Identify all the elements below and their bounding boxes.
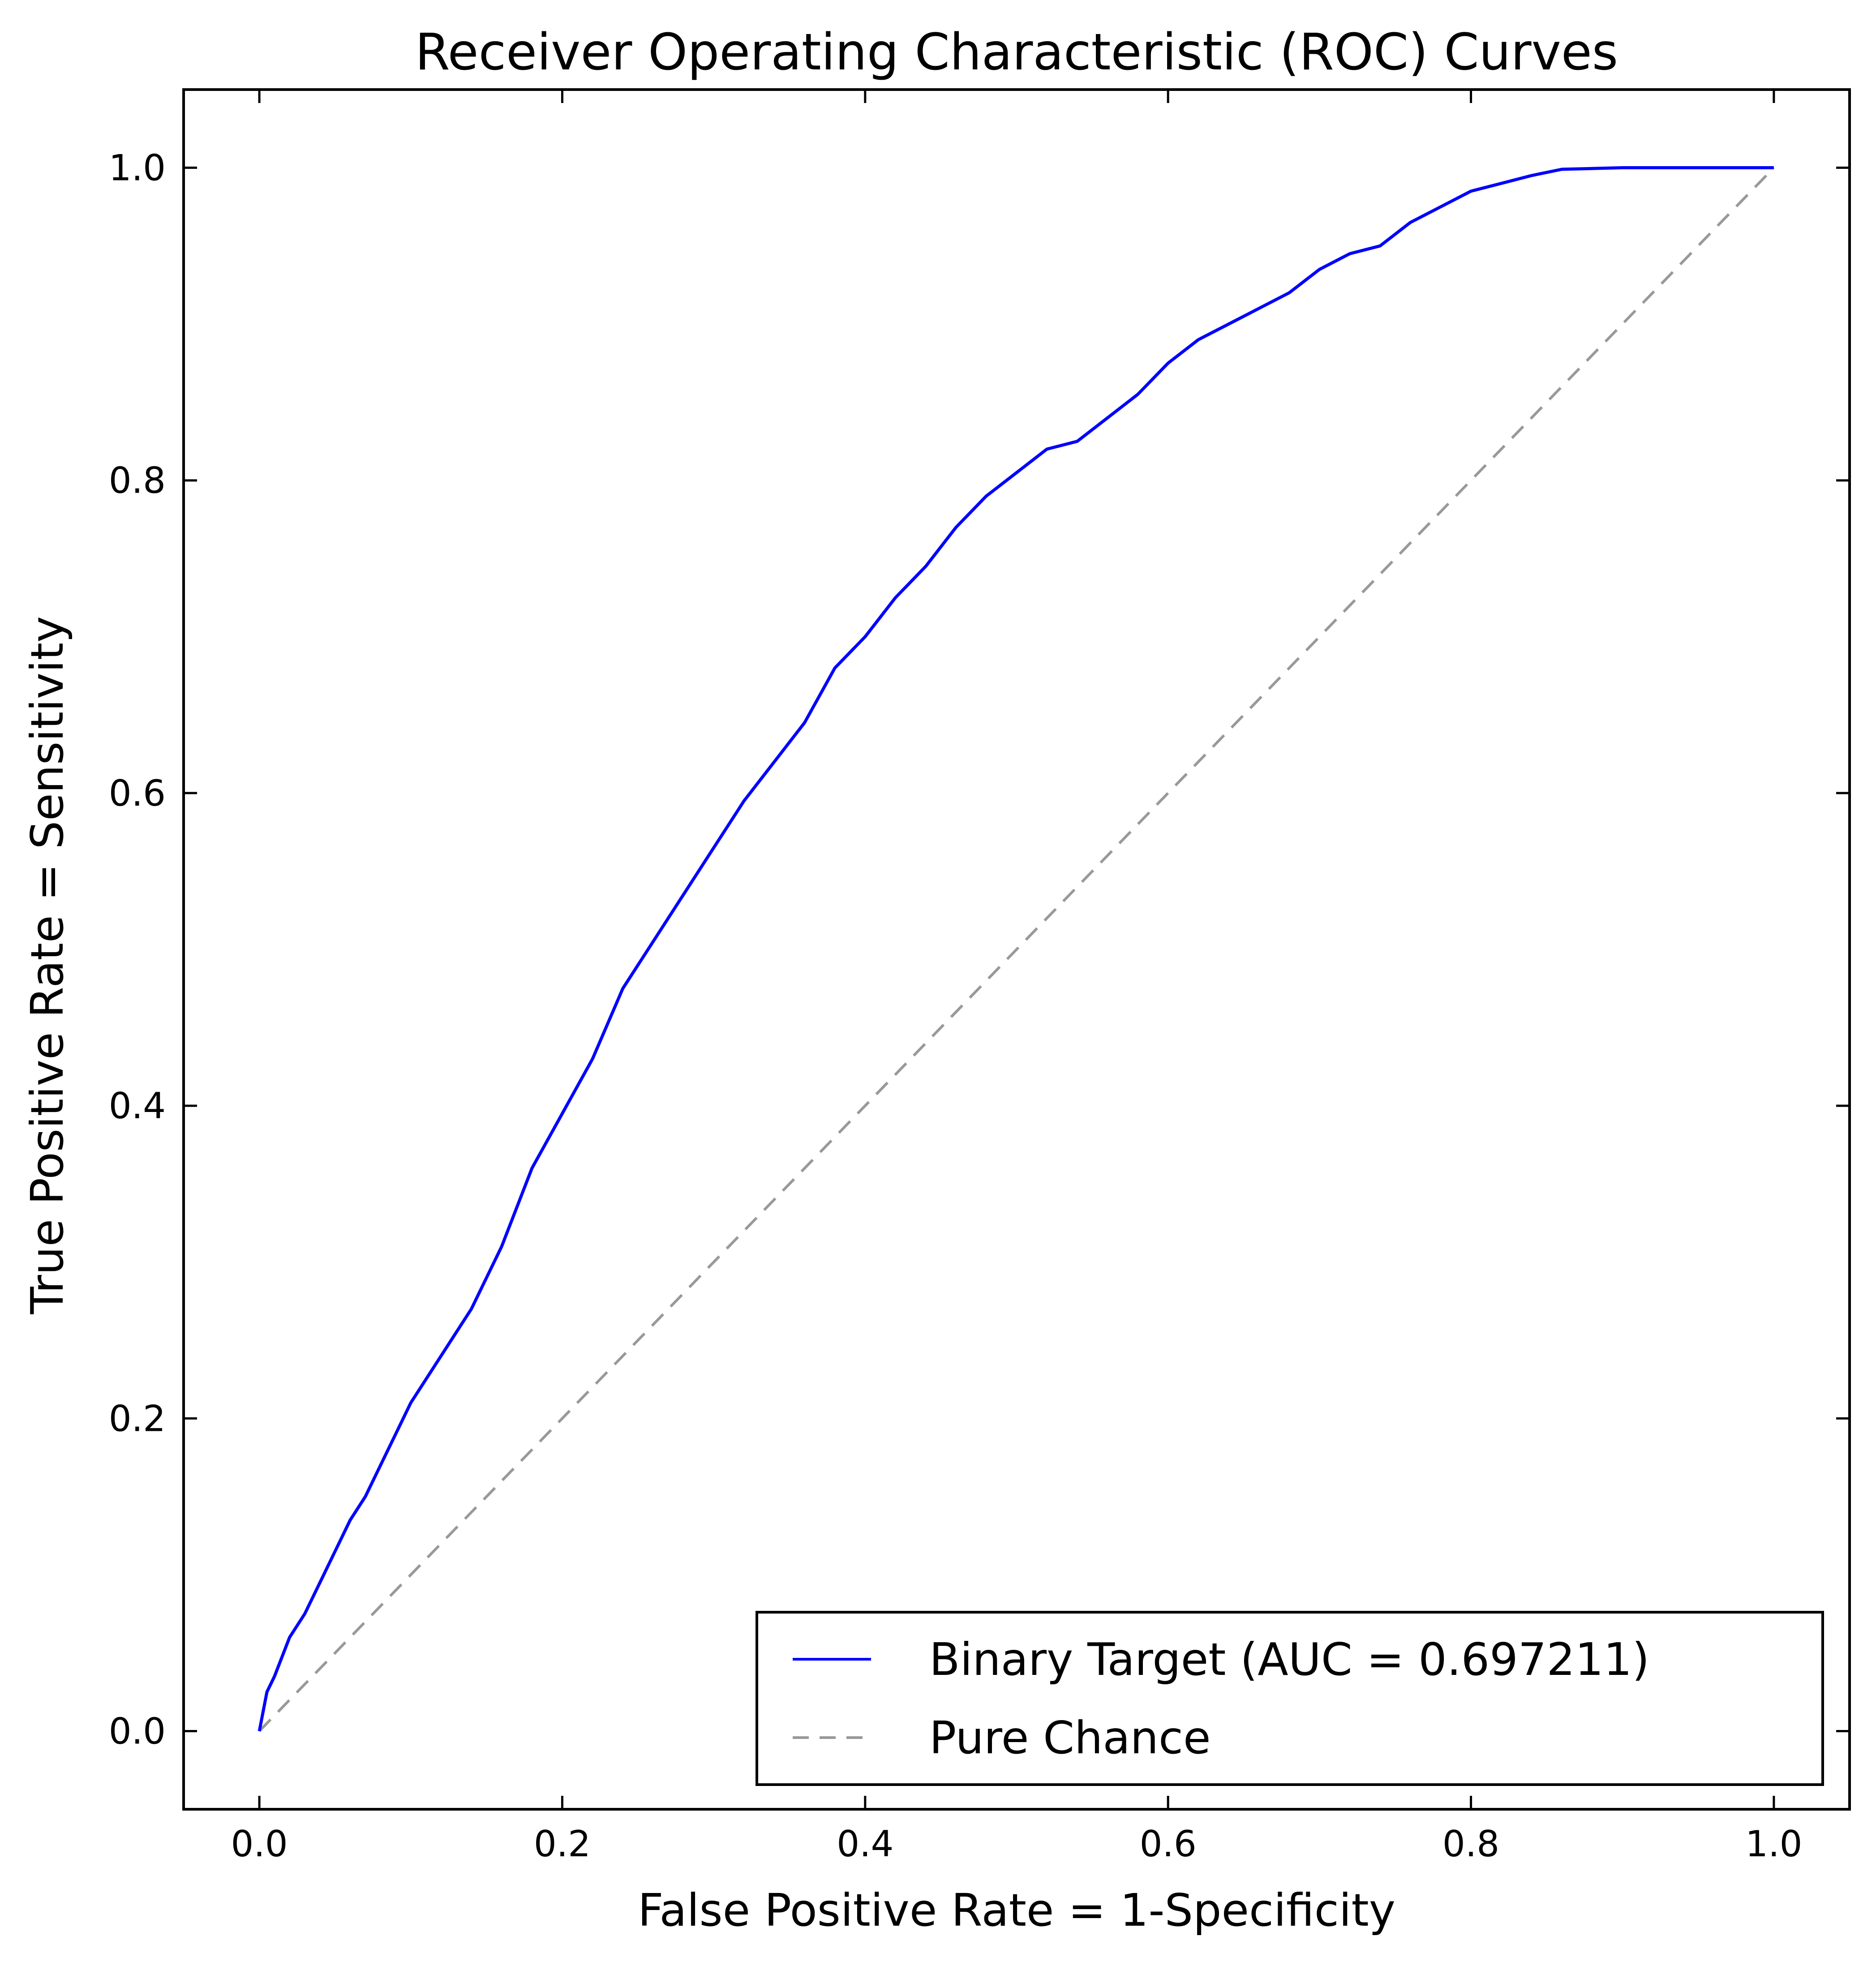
y-tick-label: 1.0 [109,147,166,189]
x-tick-label: 0.2 [534,1823,591,1865]
y-tick-label: 0.4 [109,1085,166,1127]
legend: Binary Target (AUC = 0.697211) Pure Chanc… [756,1611,1824,1786]
x-tick-label: 0.8 [1442,1823,1499,1865]
y-axis-label: True Positive Rate = Sensitivity [21,616,73,1315]
x-axis-label: False Positive Rate = 1-Specificity [638,1884,1395,1936]
x-tick-label: 0.6 [1140,1823,1197,1865]
plot-area [258,166,1775,1732]
axis-ticks: 0.0 0.2 0.4 0.6 0.8 1.0 0.0 0.2 0.4 0.6 0.8 1.0 [109,90,1850,1865]
y-tick-label: 0.0 [109,1710,166,1752]
x-tick-label: 0.0 [231,1823,288,1865]
plot-frame [182,88,1851,1811]
series-line-0 [258,166,1774,1732]
x-tick-label: 0.4 [837,1823,893,1865]
y-tick-label: 0.8 [109,460,166,502]
x-tick-label: 1.0 [1745,1823,1802,1865]
legend-label-1: Pure Chance [929,1712,1211,1764]
y-tick-label: 0.6 [109,773,166,814]
series-line-1 [258,167,1775,1732]
chart-title: Receiver Operating Characteristic (ROC) … [415,23,1618,82]
legend-label-0: Binary Target (AUC = 0.697211) [929,1633,1649,1686]
legend-box [756,1611,1824,1786]
y-tick-label: 0.2 [109,1398,166,1439]
